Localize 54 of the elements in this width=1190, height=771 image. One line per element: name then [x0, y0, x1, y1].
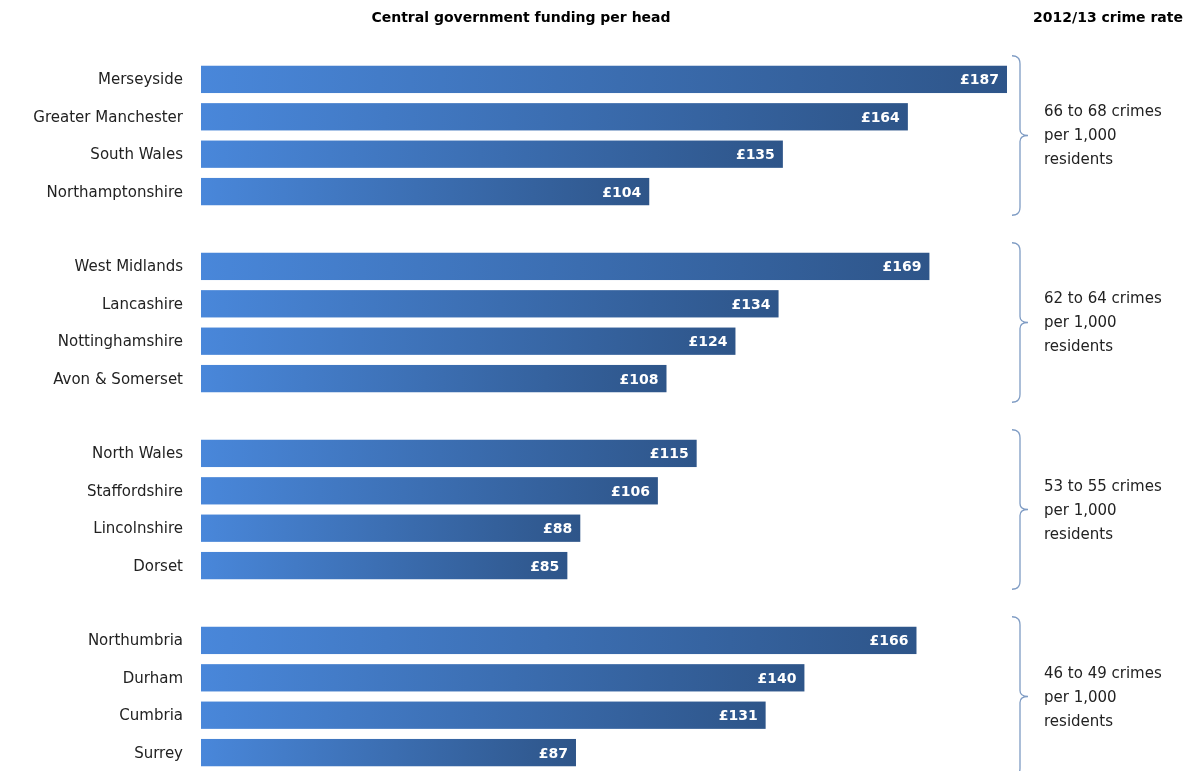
bar — [201, 664, 805, 692]
data-label: £187 — [960, 71, 999, 88]
data-label: £166 — [869, 632, 909, 649]
data-label: £106 — [610, 482, 650, 499]
bar — [201, 252, 930, 281]
data-label: £115 — [649, 445, 689, 462]
bar — [201, 327, 736, 355]
text: 53 to 55 crimes per 1,000 residents — [1044, 476, 1162, 543]
bar — [201, 551, 568, 580]
chart-title: Central government funding per head — [371, 9, 671, 25]
data-label: £140 — [757, 669, 797, 686]
data-label: £124 — [688, 333, 728, 350]
y-tick-label: Durham — [122, 668, 183, 687]
data-label: £135 — [735, 146, 775, 163]
y-tick-label: North Wales — [92, 444, 184, 463]
data-label: £134 — [731, 295, 771, 312]
bar — [201, 514, 581, 542]
data-label: £88 — [543, 520, 573, 537]
y-tick-label: Nottinghamshire — [57, 332, 183, 351]
text: 62 to 64 crimes per 1,000 residents — [1044, 289, 1162, 356]
data-label: £164 — [860, 108, 901, 125]
y-tick-label: Northamptonshire — [46, 182, 183, 201]
y-tick-label: Greater Manchester — [33, 107, 184, 126]
data-label: £87 — [538, 744, 568, 761]
bar — [201, 290, 779, 318]
y-tick-label: Lancashire — [101, 294, 183, 313]
y-tick-label: West Midlands — [74, 257, 184, 276]
y-tick-label: Avon & Somerset — [53, 369, 184, 388]
y-tick-label: Lincolnshire — [93, 519, 183, 538]
y-tick-label: Surrey — [134, 743, 184, 762]
bar — [201, 103, 908, 131]
data-label: £85 — [530, 557, 560, 574]
y-tick-label: South Wales — [90, 145, 184, 164]
bar — [201, 701, 766, 729]
bar — [201, 177, 650, 206]
bar — [201, 140, 783, 168]
data-label: £108 — [619, 370, 659, 387]
text: 46 to 49 crimes per 1,000 residents — [1044, 663, 1162, 730]
data-label: £131 — [718, 707, 758, 724]
data-label: £104 — [602, 183, 642, 200]
y-tick-label: Cumbria — [119, 706, 183, 725]
bar — [201, 477, 658, 505]
bar — [201, 439, 697, 468]
text: 2012/13 crime rate — [1033, 9, 1183, 25]
text: 66 to 68 crimes per 1,000 residents — [1044, 102, 1162, 169]
bar — [201, 364, 667, 393]
y-tick-label: Merseyside — [98, 70, 183, 89]
bar — [201, 738, 576, 767]
y-tick-label: Dorset — [133, 556, 184, 575]
y-tick-label: Northumbria — [87, 631, 183, 650]
y-tick-label: Staffordshire — [86, 481, 183, 500]
data-label: £169 — [882, 258, 922, 275]
bar — [201, 626, 917, 655]
bar — [201, 65, 1007, 94]
